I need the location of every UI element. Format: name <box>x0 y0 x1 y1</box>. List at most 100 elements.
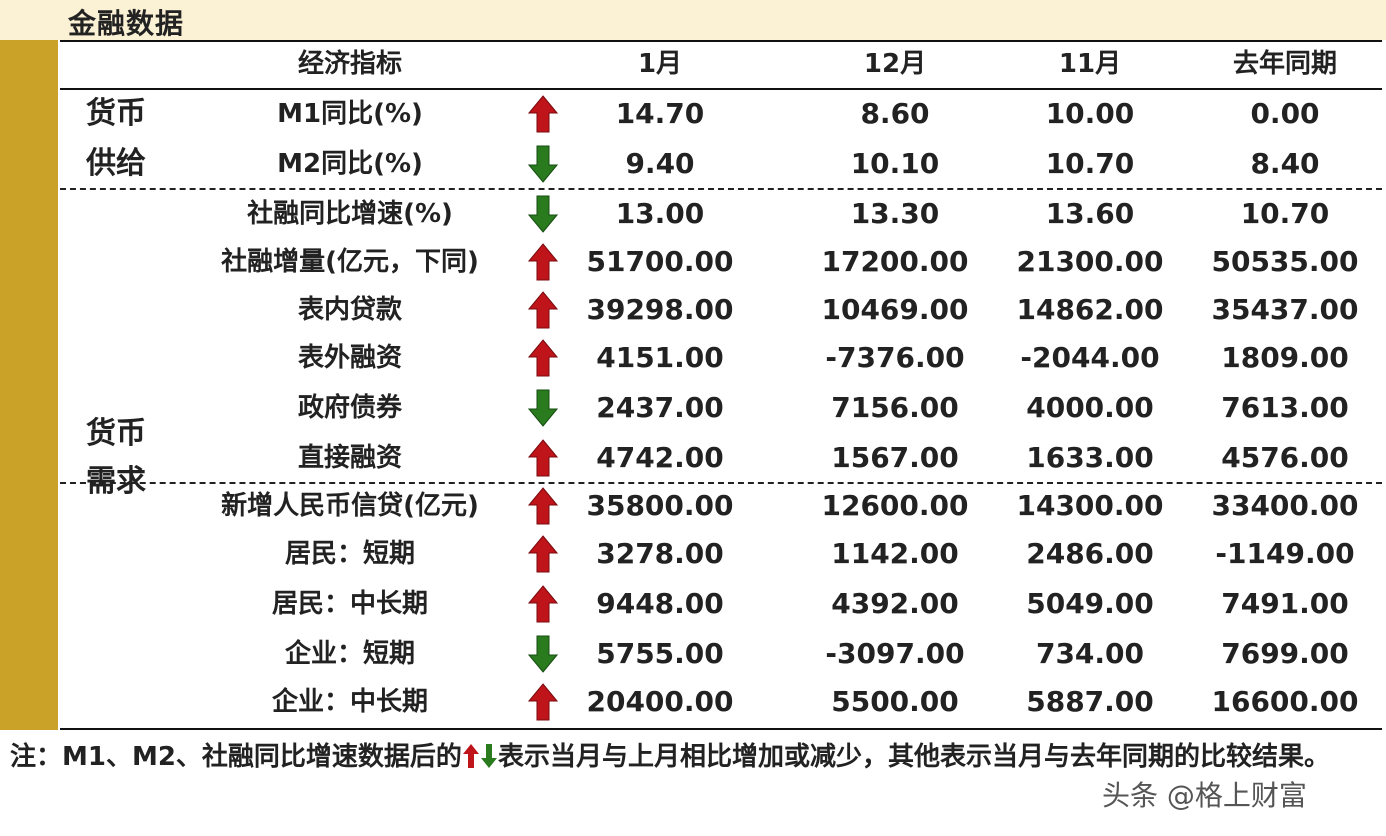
value-jan: 9448.00 <box>596 587 724 620</box>
up-arrow-icon <box>528 683 558 721</box>
header-indicator: 经济指标 <box>297 49 402 79</box>
group-supply-line1: 货币 <box>86 96 146 131</box>
indicator-label: 企业：中长期 <box>271 687 428 717</box>
value-jan: 39298.00 <box>586 293 734 326</box>
down-arrow-icon <box>480 744 497 768</box>
indicator-label: 社融同比增速(%) <box>247 199 453 229</box>
up-arrow-icon <box>528 95 558 133</box>
footnote-part1: 注：M1、M2、社融同比增速数据后的 <box>10 742 462 772</box>
indicator-label: 表外融资 <box>297 343 402 373</box>
value-last-year: 7491.00 <box>1221 587 1349 620</box>
value-nov: -2044.00 <box>1020 341 1160 374</box>
value-jan: 35800.00 <box>586 489 734 522</box>
value-nov: 5049.00 <box>1026 587 1154 620</box>
value-last-year: -1149.00 <box>1215 537 1355 570</box>
table-title: 金融数据 <box>68 7 185 40</box>
value-dec: 7156.00 <box>831 391 959 424</box>
value-jan: 2437.00 <box>596 391 724 424</box>
value-jan: 51700.00 <box>586 245 734 278</box>
group-demand-line2: 需求 <box>86 464 146 499</box>
value-nov: 13.60 <box>1045 197 1135 230</box>
gold-side-bar <box>0 40 58 730</box>
value-nov: 10.70 <box>1045 147 1135 180</box>
value-jan: 3278.00 <box>596 537 724 570</box>
indicator-label: 居民：中长期 <box>271 589 428 619</box>
value-nov: 4000.00 <box>1026 391 1154 424</box>
value-dec: -7376.00 <box>825 341 965 374</box>
indicator-label: 政府债券 <box>297 393 402 423</box>
value-last-year: 10.70 <box>1240 197 1330 230</box>
up-arrow-icon <box>462 744 479 768</box>
footnote: 注：M1、M2、社融同比增速数据后的 表示当月与上月相比增加或减少，其他表示当月与… <box>10 734 1380 780</box>
up-arrow-icon <box>528 243 558 281</box>
up-arrow-icon <box>528 585 558 623</box>
value-jan: 4742.00 <box>596 441 724 474</box>
indicator-label: 直接融资 <box>297 443 402 473</box>
indicator-label: 社融增量(亿元，下同) <box>221 247 479 277</box>
value-dec: 10469.00 <box>821 293 969 326</box>
down-arrow-icon <box>528 635 558 673</box>
value-dec: 17200.00 <box>821 245 969 278</box>
footnote-part2: 表示当月与上月相比增加或减少，其他表示当月与去年同期的比较结果。 <box>497 742 1330 772</box>
header-col-last-year: 去年同期 <box>1232 49 1337 79</box>
top-rule <box>60 40 1382 42</box>
value-nov: 10.00 <box>1045 97 1135 130</box>
group-supply-line2: 供给 <box>86 146 146 181</box>
up-arrow-icon <box>528 535 558 573</box>
header-rule <box>60 88 1382 90</box>
indicator-label: 表内贷款 <box>297 295 402 325</box>
value-last-year: 50535.00 <box>1211 245 1359 278</box>
down-arrow-icon <box>528 145 558 183</box>
indicator-label: M1同比(%) <box>277 99 423 129</box>
value-nov: 734.00 <box>1035 637 1145 670</box>
value-jan: 20400.00 <box>586 685 734 718</box>
value-dec: 4392.00 <box>831 587 959 620</box>
indicator-label: M2同比(%) <box>277 149 423 179</box>
value-dec: 12600.00 <box>821 489 969 522</box>
header-col-jan: 1月 <box>637 49 683 79</box>
value-nov: 21300.00 <box>1016 245 1164 278</box>
down-arrow-icon <box>528 195 558 233</box>
up-arrow-icon <box>528 291 558 329</box>
value-nov: 5887.00 <box>1026 685 1154 718</box>
value-last-year: 0.00 <box>1250 97 1320 130</box>
value-last-year: 4576.00 <box>1221 441 1349 474</box>
value-nov: 14862.00 <box>1016 293 1164 326</box>
up-arrow-icon <box>528 439 558 477</box>
value-dec: 8.60 <box>860 97 930 130</box>
value-dec: 10.10 <box>850 147 940 180</box>
value-last-year: 35437.00 <box>1211 293 1359 326</box>
value-dec: 1142.00 <box>831 537 959 570</box>
value-nov: 14300.00 <box>1016 489 1164 522</box>
value-last-year: 16600.00 <box>1211 685 1359 718</box>
value-jan: 9.40 <box>625 147 695 180</box>
value-nov: 2486.00 <box>1026 537 1154 570</box>
value-last-year: 7699.00 <box>1221 637 1349 670</box>
value-jan: 14.70 <box>615 97 705 130</box>
value-jan: 13.00 <box>615 197 705 230</box>
bottom-rule <box>60 728 1382 730</box>
down-arrow-icon <box>528 389 558 427</box>
header-col-dec: 12月 <box>863 49 927 79</box>
value-jan: 4151.00 <box>596 341 724 374</box>
indicator-label: 新增人民币信贷(亿元) <box>221 491 479 521</box>
value-last-year: 33400.00 <box>1211 489 1359 522</box>
credit-divider <box>60 482 1382 484</box>
value-last-year: 8.40 <box>1250 147 1320 180</box>
value-dec: -3097.00 <box>825 637 965 670</box>
header-col-nov: 11月 <box>1058 49 1122 79</box>
value-dec: 5500.00 <box>831 685 959 718</box>
value-dec: 13.30 <box>850 197 940 230</box>
value-nov: 1633.00 <box>1026 441 1154 474</box>
value-last-year: 1809.00 <box>1221 341 1349 374</box>
supply-divider <box>60 188 1382 190</box>
value-dec: 1567.00 <box>831 441 959 474</box>
indicator-label: 企业：短期 <box>284 639 415 669</box>
group-demand-line1: 货币 <box>86 416 146 451</box>
value-jan: 5755.00 <box>596 637 724 670</box>
value-last-year: 7613.00 <box>1221 391 1349 424</box>
indicator-label: 居民：短期 <box>284 539 415 569</box>
up-arrow-icon <box>528 339 558 377</box>
watermark: 头条 @格上财富 <box>1102 779 1307 812</box>
title-bar <box>0 0 1386 40</box>
